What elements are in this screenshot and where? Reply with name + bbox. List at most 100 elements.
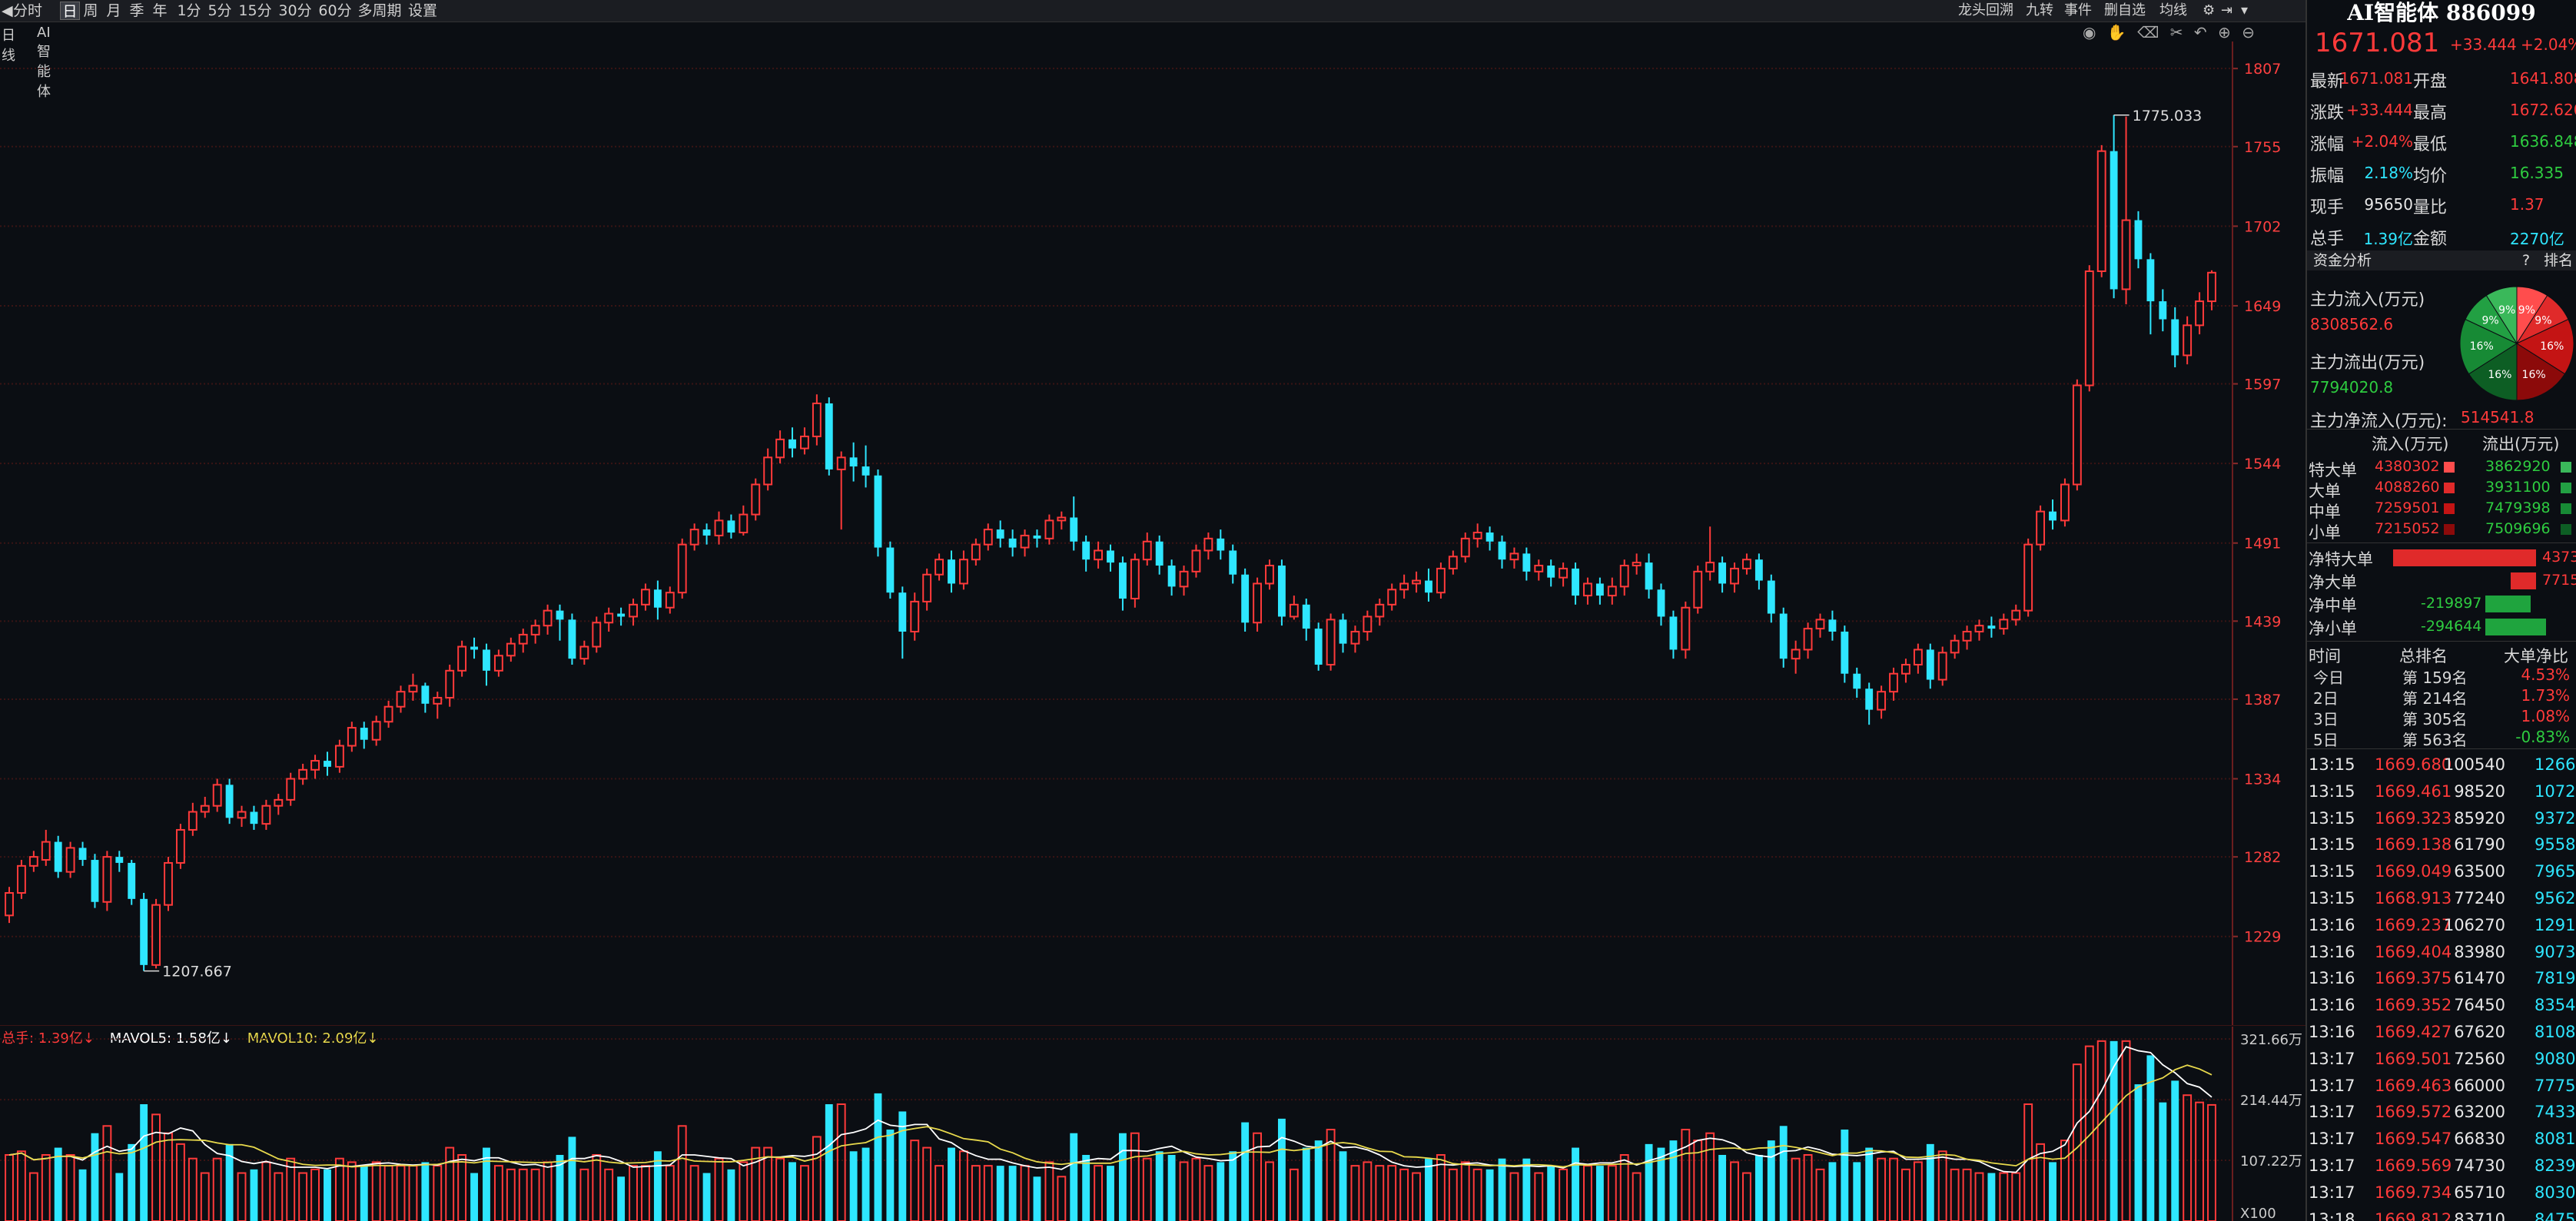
remove-watchlist-button[interactable]: 删自选 (2104, 2, 2146, 18)
candle-up (1350, 631, 1360, 645)
candle-up (1889, 672, 1898, 693)
volume-bar-up (2011, 1172, 2021, 1221)
tick-amount: 8354 (2535, 996, 2576, 1015)
dropdown-icon[interactable]: ▾ (2241, 2, 2249, 18)
pie-slice (2468, 343, 2518, 401)
zoom-in-icon[interactable]: ⊕ (2217, 23, 2231, 41)
candle-up (2183, 324, 2193, 357)
candle-up (237, 811, 247, 819)
volume-bar-down (1522, 1158, 1531, 1221)
candle-up (1057, 516, 1067, 522)
tick-price: 1669.375 (2375, 969, 2452, 988)
volume-bar-up (910, 1140, 920, 1221)
tick-volume: 63500 (2454, 862, 2505, 881)
volume-bar-up (1681, 1129, 1691, 1221)
tab-15min[interactable]: 15分 (238, 2, 272, 19)
volume-bar-down (483, 1147, 490, 1221)
candle-down (421, 685, 430, 704)
candle-up (1962, 631, 1972, 642)
candlestick-chart[interactable]: 1807 1755 1702 1649 1597 1544 1491 1439 1387 1334… (0, 41, 2305, 1025)
candle-up (629, 603, 638, 618)
volume-bar-down (2171, 1080, 2179, 1221)
line-type-label: 日线 (2, 28, 15, 64)
tab-fenshi[interactable]: 分时 (12, 2, 42, 19)
rank-header-time: 时间 (2309, 647, 2341, 665)
collapse-left-icon[interactable]: ◀ (2, 2, 13, 19)
ma-button[interactable]: 均线 (2159, 2, 2187, 18)
volume-bar-up (629, 1165, 638, 1221)
tab-yearly[interactable]: 年 (152, 2, 168, 19)
rank-header-rank: 总排名 (2399, 647, 2448, 665)
tick-row: 13:17 1669.501 72560 9080 (2307, 1046, 2576, 1072)
tick-amount: 9558 (2535, 835, 2576, 854)
tab-daily[interactable]: 日 (60, 2, 80, 20)
tick-volume: 83710 (2454, 1209, 2505, 1221)
tab-multi-period[interactable]: 多周期 (357, 2, 402, 19)
volume-bar-up (2036, 1143, 2046, 1221)
settings-button[interactable]: 设置 (407, 2, 437, 19)
zoom-out-icon[interactable]: ⊖ (2242, 23, 2255, 41)
tab-quarterly[interactable]: 季 (129, 2, 144, 19)
candle-down (1008, 538, 1017, 548)
candle-down (898, 592, 907, 632)
events-button[interactable]: 事件 (2064, 2, 2092, 18)
volume-bar-down (1425, 1158, 1432, 1221)
quote-label: 金额 (2413, 230, 2448, 249)
volume-bar-up (800, 1165, 809, 1221)
volume-bar-down (1853, 1162, 1861, 1221)
candle-down (115, 857, 124, 863)
candle-down (1522, 553, 1531, 572)
rank-row-ratio: 1.08% (2521, 707, 2570, 725)
candle-down (1754, 559, 1763, 581)
tick-row: 13:16 1669.375 61470 7819 (2307, 965, 2576, 991)
tab-60min[interactable]: 60分 (318, 2, 352, 19)
tab-monthly[interactable]: 月 (106, 2, 121, 19)
net-value: 437381 (2542, 549, 2576, 566)
tab-weekly[interactable]: 周 (83, 2, 98, 19)
volume-bar-up (836, 1103, 846, 1221)
tab-5min[interactable]: 5分 (207, 2, 232, 19)
eye-icon[interactable]: ◉ (2083, 23, 2096, 41)
volume-bar-up (1889, 1157, 1898, 1221)
nine-turn-button[interactable]: 九转 (2026, 2, 2053, 18)
erase-icon[interactable]: ⌫ (2137, 23, 2159, 41)
y-tick-label: 1702 (2244, 218, 2281, 235)
quote-label: 总手 (2310, 230, 2345, 249)
rank-row-ratio: 4.53% (2521, 665, 2570, 684)
flow-header-in: 流入(万元) (2372, 435, 2449, 453)
help-icon[interactable]: ? (2522, 252, 2531, 269)
candle-up (445, 669, 455, 698)
settings-icon[interactable]: ⚙ (2203, 2, 2216, 18)
candle-down (1167, 566, 1176, 587)
candle-up (2084, 270, 2094, 387)
hand-icon[interactable]: ✋ (2106, 23, 2126, 41)
leader-backtrack-button[interactable]: 龙头回溯 (1958, 2, 2013, 18)
volume-bar-up (1913, 1161, 1923, 1221)
candle-up (2060, 483, 2070, 522)
collapse-icon[interactable]: ⇥ (2221, 2, 2233, 18)
restore-icon[interactable]: ↶ (2193, 23, 2207, 41)
candle-down (1155, 541, 1164, 566)
tick-time: 13:15 (2309, 862, 2355, 881)
volume-bar-down (54, 1147, 62, 1221)
tick-price: 1669.463 (2375, 1076, 2452, 1095)
volume-chart[interactable]: 321.66万 214.44万 107.22万 X100 (0, 1027, 2305, 1221)
tick-time: 13:16 (2309, 1023, 2355, 1041)
candle-up (1705, 562, 1715, 572)
tab-1min[interactable]: 1分 (177, 2, 201, 19)
period-toolbar: ◀ 分时 日 周 月 季 年 1分 5分 15分 30分 60分 多周期 设置 … (0, 0, 2305, 22)
tab-30min[interactable]: 30分 (278, 2, 312, 19)
volume-bar-down (2110, 1040, 2118, 1221)
volume-bar-down (1767, 1140, 1775, 1221)
tick-amount: 9073 (2535, 942, 2576, 961)
candle-up (543, 609, 553, 627)
candle-up (175, 828, 185, 864)
tick-amount: 8475 (2535, 1209, 2576, 1221)
latest-price: 1671.081 (2315, 28, 2440, 58)
cut-icon[interactable]: ✂ (2169, 23, 2183, 41)
tick-price: 1669.569 (2375, 1156, 2452, 1175)
candle-up (261, 805, 271, 825)
rank-link[interactable]: 排名 (2544, 252, 2574, 269)
candle-up (1619, 565, 1629, 588)
